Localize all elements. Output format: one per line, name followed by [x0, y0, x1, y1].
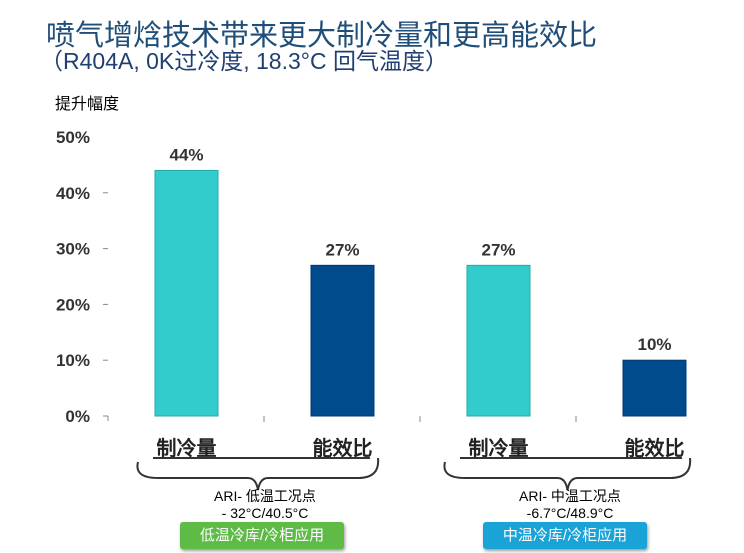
group-brace [443, 457, 692, 491]
category-label: 能效比 [313, 436, 373, 460]
category-label: 能效比 [625, 436, 685, 460]
bar [310, 264, 375, 417]
y-tick-label: 0% [65, 407, 90, 426]
y-tick-label: 40% [56, 184, 90, 203]
y-tick-label: 10% [56, 351, 90, 370]
condition-temps: -6.7°C/48.9°C [526, 505, 614, 521]
slide-title: 喷气增焓技术带来更大制冷量和更高能效比 [46, 20, 598, 52]
condition-label: ARI- 中温工况点 [519, 488, 621, 504]
data-label: 44% [169, 145, 203, 164]
group-brace [136, 457, 380, 491]
y-axis-label: 提升幅度 [55, 96, 120, 113]
slide-subtitle: （R404A, 0K过冷度, 18.3°C 回气温度） [40, 48, 448, 74]
condition-label: ARI- 低温工况点 [214, 488, 316, 504]
bar [622, 359, 687, 417]
category-label: 制冷量 [157, 436, 217, 460]
y-tick-label: 50% [56, 128, 90, 147]
group-condition-low: ARI- 低温工况点 - 32°C/40.5°C [185, 488, 345, 522]
condition-temps: - 32°C/40.5°C [221, 505, 309, 521]
mid-temp-application-button[interactable]: 中温冷库/冷柜应用 [483, 522, 647, 549]
group-condition-mid: ARI- 中温工况点 -6.7°C/48.9°C [490, 488, 650, 522]
data-label: 27% [481, 240, 515, 259]
bar [466, 264, 531, 417]
low-temp-application-button[interactable]: 低温冷库/冷柜应用 [180, 522, 344, 549]
bar [154, 169, 219, 417]
y-tick-label: 30% [56, 240, 90, 259]
data-label: 27% [325, 240, 359, 259]
data-label: 10% [637, 335, 671, 354]
y-tick-label: 20% [56, 295, 90, 314]
category-label: 制冷量 [469, 436, 529, 460]
